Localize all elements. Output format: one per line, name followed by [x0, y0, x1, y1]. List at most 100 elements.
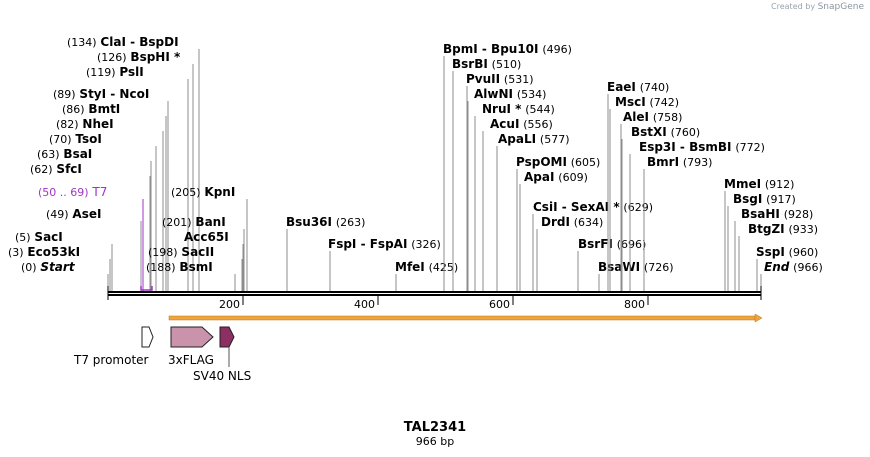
site-styi-ncoi[interactable]: (89) StyI - NcoI — [53, 87, 169, 291]
site-label-sspi: SspI (960) — [756, 245, 818, 259]
site-bsawi[interactable]: BsaWI (726) — [598, 260, 674, 291]
t7-promoter-arrow[interactable] — [141, 326, 154, 348]
site-position-bsphi: (126) — [97, 51, 127, 64]
site-position-apai: (609) — [558, 171, 588, 184]
site-sfci[interactable]: (62) SfcI — [30, 162, 151, 291]
site-position-bsawi: (726) — [644, 261, 674, 274]
site-label-start: (0) Start — [21, 260, 76, 274]
site-bsgi[interactable]: BsgI (917) — [727, 192, 796, 291]
site-eaei[interactable]: EaeI (740) — [607, 80, 669, 291]
site-name-bsmi: BsmI — [179, 260, 212, 274]
site-position-bsahi: (928) — [784, 208, 814, 221]
site-end[interactable]: End (966) — [760, 260, 823, 291]
site-position-csii-sexai: (629) — [623, 201, 653, 214]
site-pvuii[interactable]: PvuII (531) — [466, 72, 534, 291]
site-alwni[interactable]: AlwNI (534) — [467, 87, 546, 291]
site-kpni[interactable]: (205) KpnI — [171, 185, 248, 291]
restriction-sites: (0) Start(3) Eco53kI(5) SacI(49) AseI (50… — [8, 35, 823, 291]
site-psli[interactable]: (119) PslI — [86, 65, 189, 291]
site-mmei[interactable]: MmeI (912) — [724, 177, 794, 291]
site-nrui[interactable]: NruI * (544) — [474, 102, 555, 291]
site-label-tsoi: (70) TsoI — [49, 132, 102, 146]
site-tsoi[interactable]: (70) TsoI — [49, 132, 157, 291]
site-position-nrui: (544) — [525, 103, 555, 116]
site-label-psli: (119) PslI — [86, 65, 144, 79]
site-name-bsgi: BsgI — [733, 192, 762, 206]
site-sacii[interactable]: (198) SacII — [148, 245, 243, 291]
site-label-bmti: (86) BmtI — [62, 102, 120, 116]
site-label-nrui: NruI * (544) — [482, 102, 555, 116]
site-bsmi[interactable]: (188) BsmI — [146, 260, 236, 291]
t7-primer-bracket — [140, 286, 153, 291]
site-name-clai-bspdi: ClaI - BspDI — [100, 35, 178, 49]
site-bpmi-bpu10i[interactable]: BpmI - Bpu10I (496) — [443, 42, 572, 291]
site-clai-bspdi[interactable]: (134) ClaI - BspDI — [67, 35, 200, 291]
site-btgzi[interactable]: BtgZI (933) — [738, 222, 818, 291]
site-label-mfei: MfeI (425) — [395, 260, 458, 274]
site-position-bsrbi: (510) — [492, 58, 522, 71]
site-label-eaei: EaeI (740) — [607, 80, 669, 94]
site-t7[interactable]: (50 .. 69) T7 — [38, 185, 144, 291]
site-label-fspi-fspai: FspI - FspAI (326) — [328, 237, 441, 251]
site-bsu36i[interactable]: Bsu36I (263) — [286, 215, 365, 291]
3xflag-arrow[interactable] — [170, 326, 214, 348]
orf-line — [168, 313, 763, 323]
site-bsrfi[interactable]: BsrFI (696) — [577, 237, 646, 291]
site-bsai[interactable]: (63) BsaI — [37, 147, 152, 291]
site-eco53ki[interactable]: (3) Eco53kI — [8, 245, 111, 291]
site-bani[interactable]: (201) BanI — [162, 215, 245, 291]
site-bsrbi[interactable]: BsrBI (510) — [452, 57, 521, 291]
site-start[interactable]: (0) Start — [21, 260, 109, 291]
site-apai[interactable]: ApaI (609) — [519, 170, 588, 291]
site-saci[interactable]: (5) SacI — [15, 230, 113, 291]
site-label-bani: (201) BanI — [162, 215, 226, 229]
site-name-esp3i-bsmbi: Esp3I - BsmBI — [639, 140, 731, 154]
site-bsahi[interactable]: BsaHI (928) — [734, 207, 814, 291]
site-acc65i[interactable]: Acc65I — [184, 230, 244, 291]
site-name-sfci: SfcI — [56, 162, 81, 176]
site-position-msci: (742) — [650, 96, 680, 109]
site-asei[interactable]: (49) AseI — [46, 207, 142, 291]
site-bmri[interactable]: BmrI (793) — [643, 155, 712, 291]
site-label-bsu36i: Bsu36I (263) — [286, 215, 365, 229]
axis-label-200: 200 — [219, 298, 240, 311]
site-position-asei: (49) — [46, 208, 69, 221]
axis-label-400: 400 — [354, 298, 375, 311]
site-sspi[interactable]: SspI (960) — [756, 245, 818, 291]
site-msci[interactable]: MscI (742) — [609, 95, 680, 291]
site-label-bpmi-bpu10i: BpmI - Bpu10I (496) — [443, 42, 572, 56]
site-bsphi[interactable]: (126) BspHI * — [97, 50, 194, 291]
site-apali[interactable]: ApaLI (577) — [496, 132, 570, 291]
site-csii-sexai[interactable]: CsiI - SexAI * (629) — [532, 200, 653, 291]
site-label-alwni: AlwNI (534) — [474, 87, 546, 101]
site-name-drdi: DrdI — [541, 215, 570, 229]
site-name-tsoi: TsoI — [75, 132, 101, 146]
site-name-eco53ki: Eco53kI — [27, 245, 80, 259]
sequence-bar — [107, 286, 762, 300]
site-label-bmri: BmrI (793) — [647, 155, 712, 169]
site-position-clai-bspdi: (134) — [67, 36, 97, 49]
site-label-t7: (50 .. 69) T7 — [38, 185, 107, 199]
sv40-nls-arrow[interactable] — [219, 326, 235, 348]
site-pspomi[interactable]: PspOMI (605) — [516, 155, 600, 291]
site-mfei[interactable]: MfeI (425) — [395, 260, 458, 291]
site-label-bstxi: BstXI (760) — [631, 125, 700, 139]
orf-arrowhead — [754, 313, 763, 323]
site-label-apali: ApaLI (577) — [498, 132, 570, 146]
watermark-prefix: Created by — [771, 2, 816, 11]
site-name-styi-ncoi: StyI - NcoI — [79, 87, 149, 101]
sequence-strand-top — [108, 291, 761, 293]
site-esp3i-bsmbi[interactable]: Esp3I - BsmBI (772) — [629, 140, 765, 291]
site-fspi-fspai[interactable]: FspI - FspAI (326) — [328, 237, 441, 291]
site-drdi[interactable]: DrdI (634) — [536, 215, 603, 291]
site-alei[interactable]: AleI (758) — [620, 110, 682, 291]
site-name-kpni: KpnI — [204, 185, 235, 199]
site-bstxi[interactable]: BstXI (760) — [621, 125, 700, 291]
site-position-bmri: (793) — [683, 156, 713, 169]
site-acui[interactable]: AcuI (556) — [482, 117, 553, 291]
site-bmti[interactable]: (86) BmtI — [62, 102, 167, 291]
site-position-sspi: (960) — [789, 246, 819, 259]
site-nhei[interactable]: (82) NheI — [56, 117, 164, 291]
snapgene-watermark: Created by SnapGene — [771, 2, 864, 12]
site-name-start: Start — [40, 260, 75, 274]
